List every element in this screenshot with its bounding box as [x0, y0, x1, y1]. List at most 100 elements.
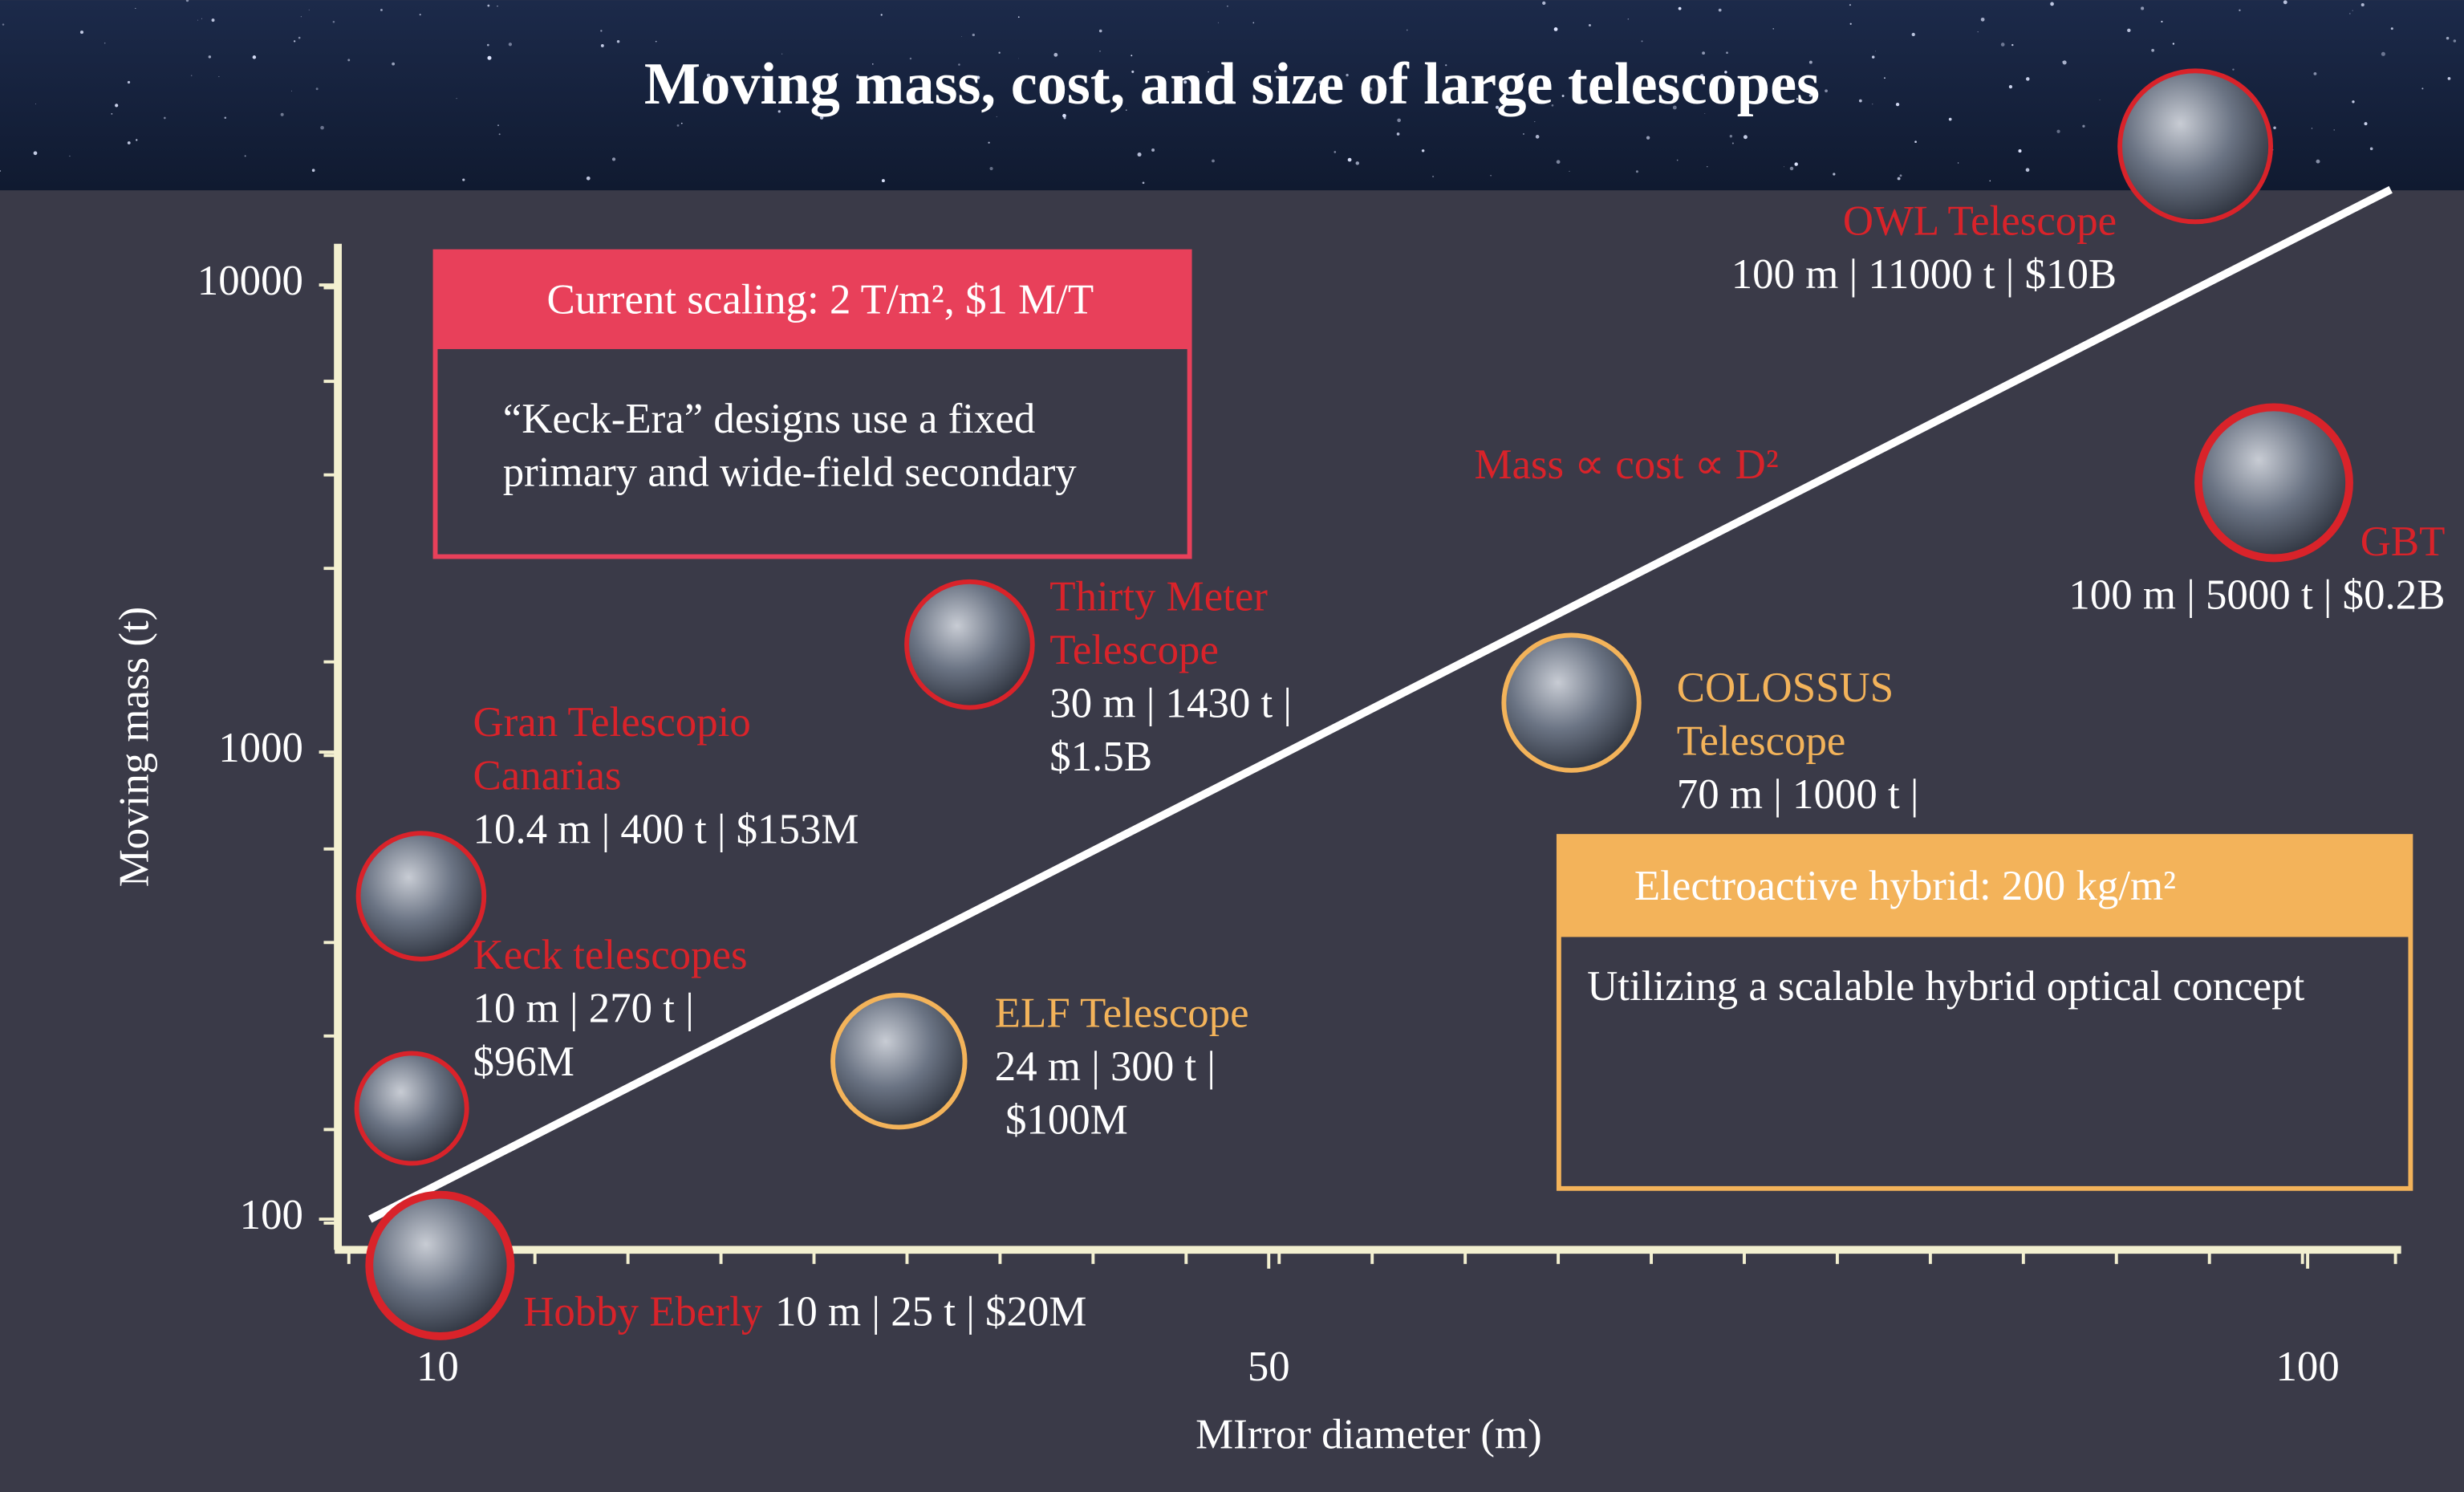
- star: [1534, 121, 1536, 123]
- box-header: [1558, 836, 2411, 937]
- star: [2026, 77, 2030, 81]
- star: [2381, 51, 2385, 56]
- star: [1781, 100, 1784, 103]
- star: [1347, 157, 1352, 162]
- star: [1676, 159, 1679, 161]
- star: [909, 57, 912, 60]
- star: [1397, 118, 1401, 123]
- star: [1808, 94, 1812, 97]
- star: [1624, 79, 1626, 80]
- star: [1077, 88, 1082, 93]
- telescope-name: GBT: [2360, 518, 2446, 565]
- star: [1678, 6, 1682, 10]
- telescope-specs: 100 m | 11000 t | $10B: [1731, 251, 2117, 298]
- box-header-text: Current scaling: 2 T/m², $1 M/T: [547, 276, 1094, 323]
- star: [1496, 105, 1500, 109]
- star: [819, 116, 824, 120]
- star: [1980, 17, 1985, 22]
- star: [1490, 174, 1492, 177]
- star: [1635, 170, 1638, 173]
- star: [1511, 100, 1516, 105]
- telescope-name: Gran Telescopio: [473, 699, 751, 746]
- telescope-specs: 10 m | 270 t |: [473, 986, 694, 1032]
- telescope-photo: [830, 992, 968, 1130]
- title: Moving mass, cost, and size of large tel…: [644, 51, 1820, 117]
- star: [2127, 28, 2131, 33]
- star: [1899, 174, 1902, 177]
- star: [111, 113, 113, 115]
- star: [706, 73, 711, 77]
- star: [976, 75, 980, 79]
- box-header: [435, 251, 1190, 349]
- box-header-text: Electroactive hybrid: 200 kg/m²: [1634, 863, 2176, 909]
- star: [462, 178, 465, 181]
- telescope-name: Telescope: [1049, 627, 1219, 673]
- star: [1884, 77, 1886, 79]
- star: [127, 80, 131, 84]
- star: [2283, 0, 2287, 5]
- x-tick-label: 50: [1248, 1344, 1290, 1390]
- star: [498, 133, 501, 136]
- star: [1542, 1, 1546, 5]
- star: [1825, 89, 1828, 93]
- star: [2161, 20, 2163, 23]
- star: [0, 169, 2, 172]
- star: [586, 176, 591, 181]
- telescope-name: Canarias: [473, 753, 622, 799]
- star: [1432, 175, 1435, 178]
- star: [1212, 159, 1215, 163]
- star: [1977, 31, 1979, 33]
- star: [79, 30, 84, 35]
- star: [2050, 2, 2054, 6]
- star: [2151, 48, 2155, 52]
- star: [1151, 148, 1155, 152]
- star: [1646, 136, 1650, 140]
- star: [298, 36, 301, 39]
- star: [1561, 94, 1565, 97]
- star: [1523, 133, 1524, 135]
- box-body-text: “Keck-Era” designs use a fixed: [503, 396, 1036, 442]
- star: [2018, 149, 2022, 153]
- star: [1131, 55, 1133, 57]
- star: [2273, 126, 2276, 130]
- star: [1641, 40, 1643, 43]
- star: [1914, 140, 1917, 144]
- star: [1355, 161, 1360, 165]
- star: [487, 4, 490, 7]
- telescope-photo: [355, 831, 487, 961]
- star: [486, 43, 489, 47]
- star: [1569, 170, 1570, 172]
- star: [1252, 22, 1255, 24]
- star: [1217, 22, 1219, 23]
- star: [315, 87, 319, 91]
- star: [33, 151, 38, 156]
- telescope-name: Hobby Eberly: [523, 1289, 763, 1335]
- star: [1794, 162, 1798, 166]
- star: [1421, 149, 1425, 152]
- trend-line: [368, 185, 2393, 1223]
- star: [2025, 168, 2030, 173]
- star: [1592, 79, 1595, 82]
- star: [211, 18, 215, 22]
- star: [2313, 71, 2317, 75]
- star: [961, 35, 963, 37]
- star: [1627, 18, 1630, 20]
- star: [2062, 60, 2067, 65]
- star: [1406, 29, 1408, 31]
- telescope-specs: $96M: [473, 1039, 574, 1085]
- telescope-name: Thirty Meter: [1049, 573, 1268, 620]
- star: [1346, 73, 1349, 77]
- star: [1018, 58, 1020, 59]
- star: [2, 23, 5, 26]
- star: [1895, 102, 1900, 107]
- star: [311, 169, 315, 173]
- star: [1808, 60, 1812, 64]
- star: [2352, 10, 2353, 11]
- star: [880, 14, 883, 16]
- telescope-name: Keck telescopes: [473, 932, 748, 978]
- star: [1380, 93, 1382, 96]
- star: [777, 110, 781, 113]
- telescope-specs: 10.4 m | 400 t | $153M: [473, 806, 859, 852]
